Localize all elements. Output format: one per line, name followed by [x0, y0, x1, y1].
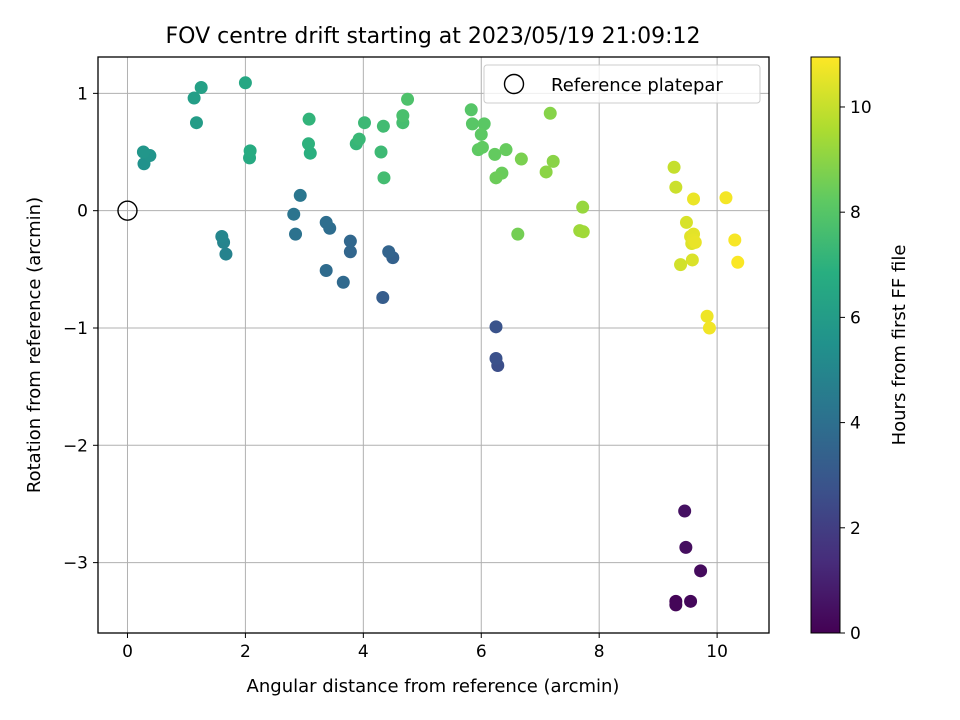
colorbar-tick-label: 8 — [850, 203, 861, 223]
x-tick-label: 4 — [358, 642, 369, 662]
data-point — [474, 127, 488, 141]
x-tick-label: 6 — [476, 642, 487, 662]
colorbar-ticks: 0 2 4 6 8 10 — [840, 98, 872, 644]
data-point — [489, 171, 503, 185]
x-tick-label: 10 — [706, 642, 728, 662]
data-point — [674, 258, 688, 272]
x-axis-ticks: 0 2 4 6 8 10 — [122, 633, 728, 662]
data-point — [401, 92, 415, 106]
data-point — [543, 106, 557, 120]
data-point — [475, 140, 489, 154]
data-point — [511, 227, 525, 241]
data-point — [464, 103, 478, 117]
data-point — [728, 233, 742, 247]
colorbar-label: Hours from first FF file — [889, 245, 910, 446]
data-point — [489, 320, 503, 334]
data-point — [539, 165, 553, 179]
data-point — [731, 255, 745, 269]
x-tick-label: 8 — [594, 642, 605, 662]
data-point — [694, 564, 708, 578]
data-point — [546, 154, 560, 168]
data-point — [669, 598, 683, 612]
data-point — [238, 76, 252, 90]
colorbar-tick-label: 2 — [850, 519, 861, 539]
data-point — [702, 321, 716, 335]
data-point — [685, 253, 699, 267]
data-point — [382, 245, 396, 259]
data-point — [187, 91, 201, 105]
legend: Reference platepar — [483, 64, 761, 104]
data-point — [374, 145, 388, 159]
grid — [98, 57, 769, 633]
y-tick-label: −2 — [63, 436, 88, 456]
y-tick-label: −3 — [63, 554, 88, 574]
colorbar-tick-label: 6 — [850, 308, 861, 328]
y-tick-label: 1 — [77, 84, 88, 104]
data-point — [679, 540, 693, 554]
data-point — [301, 137, 315, 151]
data-point — [343, 234, 357, 248]
data-point — [336, 275, 350, 289]
y-axis-label: Rotation from reference (arcmin) — [24, 197, 45, 493]
data-point — [719, 191, 733, 205]
data-point — [576, 225, 590, 239]
y-tick-label: 0 — [77, 202, 88, 222]
legend-box — [483, 64, 761, 104]
data-point — [465, 117, 479, 131]
data-point — [189, 116, 203, 130]
data-point — [376, 290, 390, 304]
chart-title: FOV centre drift starting at 2023/05/19 … — [166, 24, 701, 49]
y-tick-label: −1 — [63, 319, 88, 339]
y-axis-ticks: 1 0 −1 −2 −3 — [63, 84, 98, 574]
data-point — [489, 351, 503, 365]
reference-platepar-marker — [117, 200, 138, 221]
data-point — [243, 144, 257, 158]
data-point — [302, 112, 316, 126]
data-point — [684, 594, 698, 608]
data-point — [194, 81, 208, 95]
data-point — [667, 160, 681, 174]
colorbar-tick-label: 0 — [850, 624, 861, 644]
data-point — [377, 171, 391, 185]
data-point — [477, 117, 491, 131]
data-point — [576, 200, 590, 214]
data-point — [136, 145, 150, 159]
data-point — [293, 188, 307, 202]
legend-reference-marker — [503, 73, 525, 95]
data-point — [289, 227, 303, 241]
data-point — [319, 215, 333, 229]
data-point — [488, 147, 502, 161]
colorbar-tick-label: 10 — [850, 98, 872, 118]
data-point — [358, 116, 372, 130]
colorbar — [810, 56, 841, 634]
data-point — [376, 119, 390, 133]
plot-area-frame — [97, 56, 770, 634]
data-point — [219, 247, 233, 261]
data-point — [700, 309, 714, 323]
data-point — [287, 207, 301, 221]
data-point — [679, 215, 693, 229]
data-points — [136, 76, 745, 612]
x-tick-label: 0 — [122, 642, 133, 662]
data-point — [514, 152, 528, 166]
data-point — [688, 235, 702, 249]
data-point — [319, 264, 333, 278]
data-point — [396, 109, 410, 123]
colorbar-tick-label: 4 — [850, 414, 861, 434]
x-axis-label: Angular distance from reference (arcmin) — [247, 676, 620, 697]
data-point — [687, 192, 701, 206]
legend-entry-reference-platepar: Reference platepar — [551, 75, 723, 96]
data-point — [215, 229, 229, 243]
data-point — [678, 504, 692, 518]
x-tick-label: 2 — [240, 642, 251, 662]
data-point — [352, 132, 366, 146]
data-point — [499, 143, 513, 157]
data-point — [669, 180, 683, 194]
data-point — [343, 245, 357, 259]
